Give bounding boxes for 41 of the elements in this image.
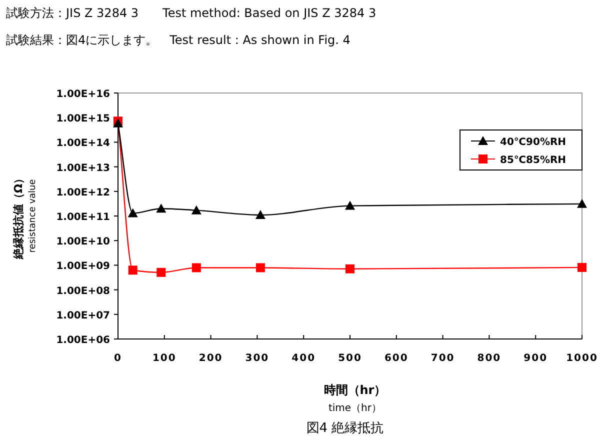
- point: [128, 208, 138, 218]
- x-tick-label: 900: [524, 353, 548, 364]
- x-tick-label: 600: [384, 353, 408, 364]
- y-tick-label: 1.00E+11: [56, 212, 110, 223]
- x-tick-label: 0: [114, 353, 122, 364]
- text: 試験方法：JIS Z 3284 3 Test method: Based on JIS Z 3284 3: [6, 6, 376, 20]
- point: [156, 204, 166, 213]
- caption: 図4 絶縁抵抗: [306, 421, 384, 436]
- legend-label: 85℃85%RH: [500, 155, 566, 166]
- point: [346, 264, 354, 274]
- y-tick-label: 1.00E+06: [56, 335, 110, 346]
- y-tick-label: 1.00E+07: [56, 310, 110, 322]
- y-tick-label: 1.00E+12: [56, 187, 110, 198]
- x-tick-label: 100: [152, 353, 176, 364]
- text: 試験結果：図4に示します。 Test result : As shown in Fig. 4: [6, 33, 350, 47]
- y-tick-label: 1.00E+14: [56, 138, 110, 150]
- point: [128, 266, 138, 275]
- y-tick-label: 1.00E+08: [56, 286, 110, 297]
- x-tick-label: 500: [338, 353, 362, 364]
- point: [345, 200, 355, 210]
- x-tick-label: 400: [292, 353, 316, 364]
- x-tick-label: 300: [245, 353, 270, 364]
- legend-label: 40℃90%RH: [500, 137, 566, 148]
- point: [578, 262, 586, 272]
- y-tick-label: 1.00E+10: [56, 236, 110, 248]
- y-tick-label: 1.00E+15: [56, 114, 110, 125]
- x-tick-label: 800: [477, 353, 502, 364]
- x-tick-label: 1000: [566, 353, 598, 364]
- y-tick-label: 1.00E+16: [56, 89, 110, 100]
- point: [577, 198, 587, 208]
- y-axis-title: 絶縁抵抗値（Ω） resistance value: [12, 172, 38, 260]
- point: [256, 263, 265, 272]
- x-axis-title: 時間（hr） time（hr）: [324, 383, 386, 414]
- x-tick-label: 700: [430, 353, 455, 364]
- y-tick-label: 1.00E+13: [56, 162, 110, 174]
- point: [191, 205, 202, 214]
- point: [192, 263, 201, 272]
- x-tick-label: 200: [198, 353, 223, 364]
- point: [255, 210, 266, 219]
- y-tick-label: 1.00E+09: [56, 261, 110, 272]
- point: [156, 268, 166, 277]
